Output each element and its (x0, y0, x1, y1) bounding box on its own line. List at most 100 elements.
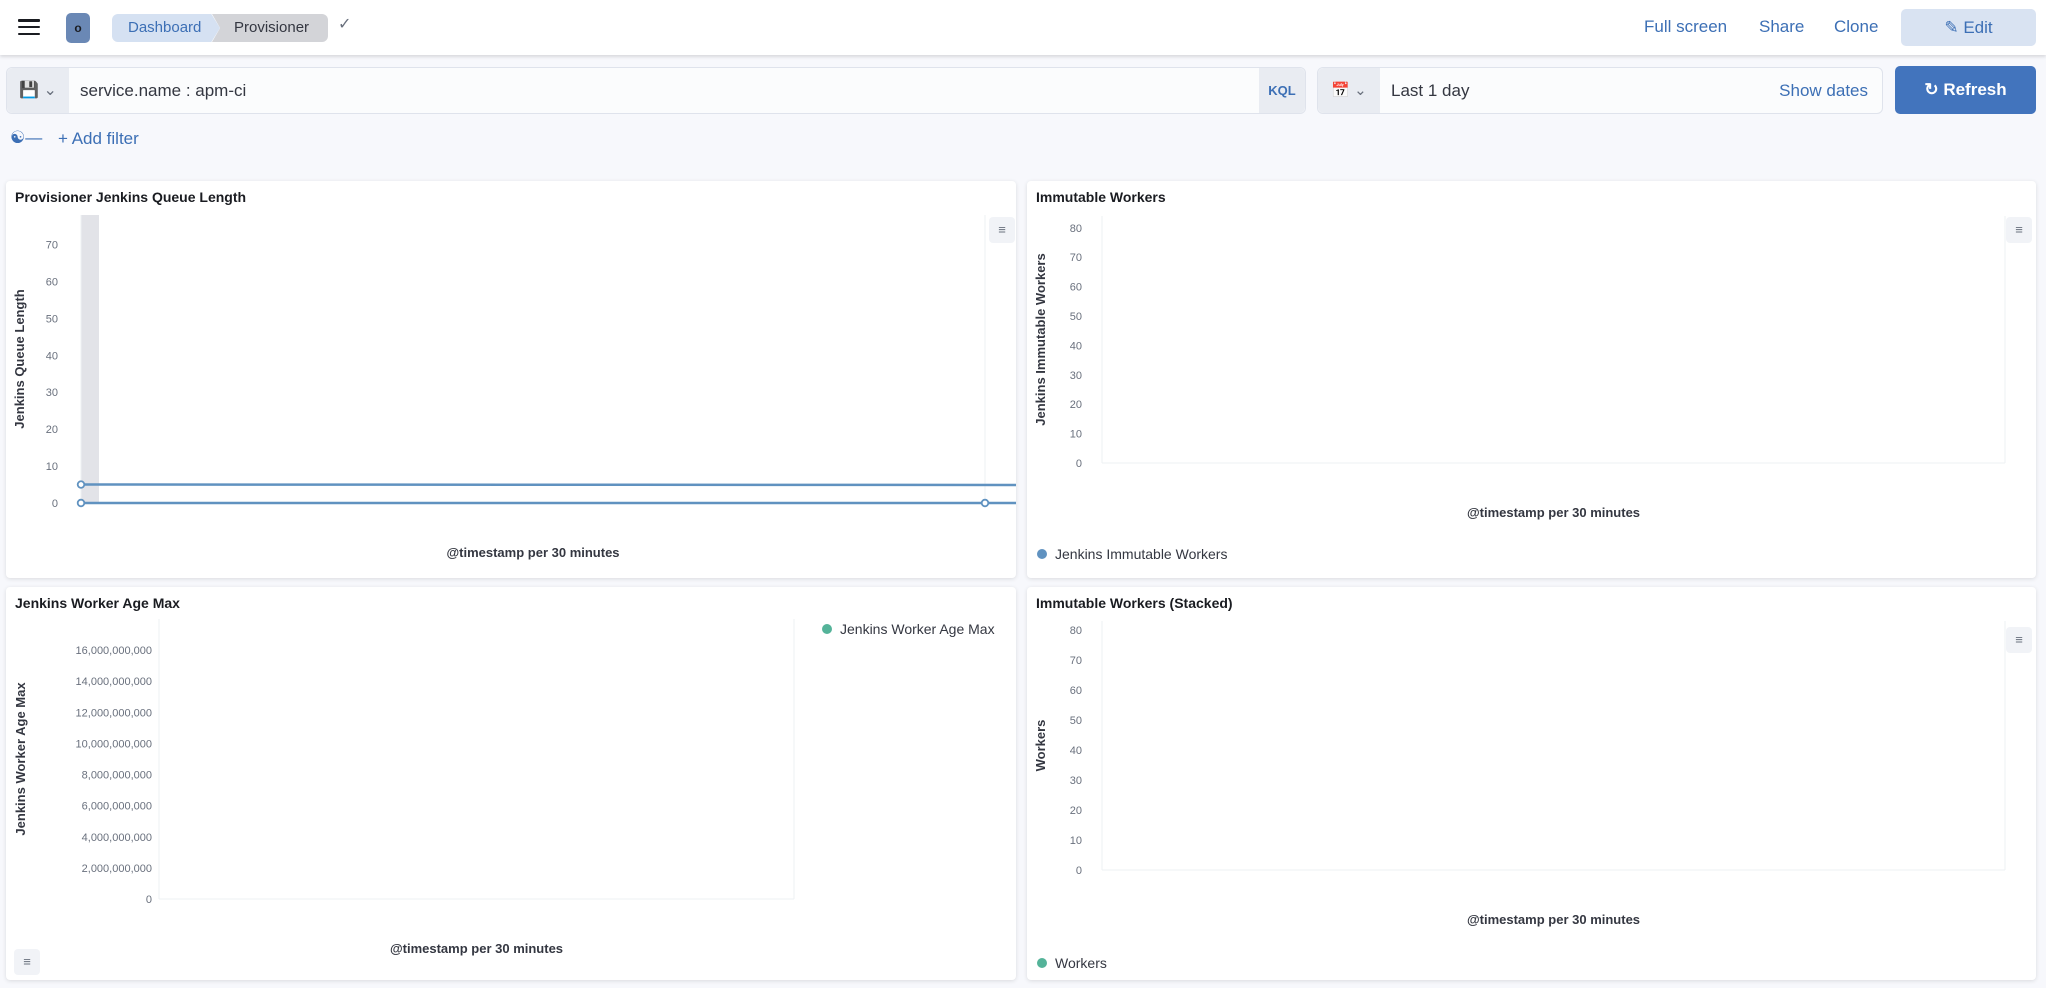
y-tick-label: 0 (1076, 865, 1082, 877)
y-tick-label: 30 (1070, 775, 1082, 787)
edit-button[interactable]: ✎ Edit (1901, 9, 2036, 46)
queue-length-chart: 01020304050607015:0018:0021:0000:0003:00… (12, 215, 1016, 560)
y-tick-label: 50 (1070, 715, 1082, 727)
worker-age-max-chart: 0 2,000,000,000 4,000,000,000 6,000,000,000… (13, 619, 795, 956)
chevron-down-icon: ⌄ (1354, 82, 1367, 99)
panel-queue-length: Provisioner Jenkins Queue Length 0 10 20 30… (6, 181, 1016, 578)
y-tick-label: 10,000,000,000 (76, 738, 152, 750)
y-tick-label: 30 (46, 387, 58, 399)
data-point (980, 498, 990, 508)
y-axis-title: Jenkins Queue Length (12, 289, 27, 428)
filter-icon[interactable]: ☯— (10, 128, 43, 147)
panel-title: Immutable Workers (1036, 189, 1166, 205)
y-tick-label: 30 (1070, 370, 1082, 382)
y-tick-label: 0 (1076, 458, 1082, 470)
y-tick-label: 16,000,000,000 (76, 645, 152, 657)
data-point (76, 480, 86, 489)
y-tick-label: 12,000,000,000 (76, 707, 152, 719)
legend-toggle-icon[interactable]: ≡ (2006, 217, 2032, 243)
x-axis-title: @timestamp per 30 minutes (1467, 912, 1640, 927)
kql-toggle[interactable]: KQL (1259, 68, 1305, 113)
legend-item[interactable]: Jenkins Worker Age Max (822, 621, 995, 637)
calendar-icon: 📅 (1331, 82, 1350, 99)
pencil-icon: ✎ (1944, 18, 1959, 37)
refresh-label: Refresh (1943, 80, 2007, 99)
y-tick-label: 60 (1070, 282, 1082, 294)
clone-link[interactable]: Clone (1834, 17, 1879, 36)
query-bar[interactable]: 💾 ⌄ service.name : apm-ci KQL (6, 67, 1306, 114)
y-tick-label: 0 (52, 498, 58, 510)
panel-title: Provisioner Jenkins Queue Length (15, 189, 247, 205)
y-tick-label: 2,000,000,000 (82, 863, 152, 875)
edit-label: Edit (1963, 18, 1993, 37)
y-tick-label: 70 (1070, 252, 1082, 264)
y-tick-label: 8,000,000,000 (82, 770, 152, 782)
panel-immutable-workers: Immutable Workers 0102030405060708015:00… (1027, 181, 2036, 578)
full-screen-link[interactable]: Full screen (1644, 17, 1728, 36)
y-tick-label: 4,000,000,000 (82, 832, 152, 844)
panel-worker-age-max: Jenkins Worker Age Max 0 2,000,000,000 4,0… (6, 587, 1016, 980)
legend-toggle-icon[interactable]: ≡ (14, 949, 40, 975)
y-tick-label: 14,000,000,000 (76, 676, 152, 688)
legend-dot (1037, 958, 1047, 968)
y-tick-label: 10 (46, 461, 58, 473)
legend-label: Workers (1055, 955, 1107, 971)
y-tick-label: 20 (1070, 805, 1082, 817)
refresh-icon: ↻ (1924, 80, 1939, 99)
legend-item[interactable]: Jenkins Immutable Workers (1037, 546, 1227, 562)
y-tick-label: 20 (1070, 399, 1082, 411)
y-tick-label: 70 (1070, 655, 1082, 667)
quick-date-menu[interactable]: 📅 ⌄ (1318, 68, 1380, 113)
y-tick-label: 6,000,000,000 (82, 801, 152, 813)
y-tick-label: 0 (146, 894, 152, 906)
date-picker[interactable]: 📅 ⌄ Last 1 day Show dates (1317, 67, 1883, 114)
y-tick-label: 40 (1070, 745, 1082, 757)
y-tick-label: 60 (1070, 685, 1082, 697)
time-range[interactable]: Last 1 day (1391, 81, 1470, 100)
highlight-band (81, 215, 99, 503)
y-axis-title: Jenkins Worker Age Max (13, 682, 28, 836)
immutable-workers-stacked-chart: 0102030405060708015:0018:0021:0000:0003:… (1033, 621, 2006, 927)
refresh-button[interactable]: ↻ Refresh (1895, 66, 2036, 114)
top-header: o Dashboard Provisioner ✓ Full screen Sh… (0, 0, 2046, 55)
chevron-down-icon: ⌄ (43, 82, 57, 99)
data-point (76, 498, 86, 508)
panel-immutable-workers-stacked: Immutable Workers (Stacked) 0 10 20 30 40 50 6… (1027, 587, 2036, 980)
y-tick-label: 50 (1070, 311, 1082, 323)
legend-item[interactable]: Workers (1037, 955, 1107, 971)
y-tick-label: 10 (1070, 835, 1082, 847)
panel-title: Jenkins Worker Age Max (15, 595, 180, 611)
x-axis-title: @timestamp per 30 minutes (390, 941, 563, 956)
share-link[interactable]: Share (1759, 17, 1805, 36)
panel-title: Immutable Workers (Stacked) (1036, 595, 1233, 611)
y-tick-label: 10 (1070, 429, 1082, 441)
legend-dot (822, 624, 832, 634)
saved-query-menu[interactable]: 💾 ⌄ (7, 68, 69, 113)
menu-icon[interactable] (18, 19, 40, 35)
space-avatar[interactable]: o (66, 13, 90, 43)
add-filter-button[interactable]: + Add filter (58, 129, 139, 148)
query-input[interactable]: service.name : apm-ci (80, 81, 247, 100)
x-axis-title: @timestamp per 30 minutes (446, 545, 619, 560)
y-tick-label: 40 (46, 350, 58, 362)
y-tick-label: 20 (46, 424, 58, 436)
checkmark-icon[interactable]: ✓ (338, 16, 352, 33)
y-axis-title: Workers (1033, 720, 1048, 772)
show-dates-link[interactable]: Show dates (1779, 81, 1868, 100)
y-tick-label: 80 (1070, 625, 1082, 637)
x-axis-title: @timestamp per 30 minutes (1467, 505, 1640, 520)
y-tick-label: 40 (1070, 340, 1082, 352)
breadcrumb-dashboard[interactable]: Dashboard (112, 14, 220, 42)
legend-toggle-icon[interactable]: ≡ (989, 217, 1015, 243)
y-tick-label: 70 (46, 240, 58, 252)
legend-toggle-icon[interactable]: ≡ (2006, 627, 2032, 653)
legend-dot (1037, 549, 1047, 559)
legend-label: Jenkins Worker Age Max (840, 621, 995, 637)
y-tick-label: 60 (46, 276, 58, 288)
y-axis-title: Jenkins Immutable Workers (1033, 253, 1048, 425)
immutable-workers-chart: 0102030405060708015:0018:0021:0000:0003:… (1033, 216, 2006, 520)
series-line (80, 483, 1016, 505)
y-tick-label: 80 (1070, 223, 1082, 235)
breadcrumb-provisioner: Provisioner (212, 14, 328, 42)
y-tick-label: 50 (46, 313, 58, 325)
